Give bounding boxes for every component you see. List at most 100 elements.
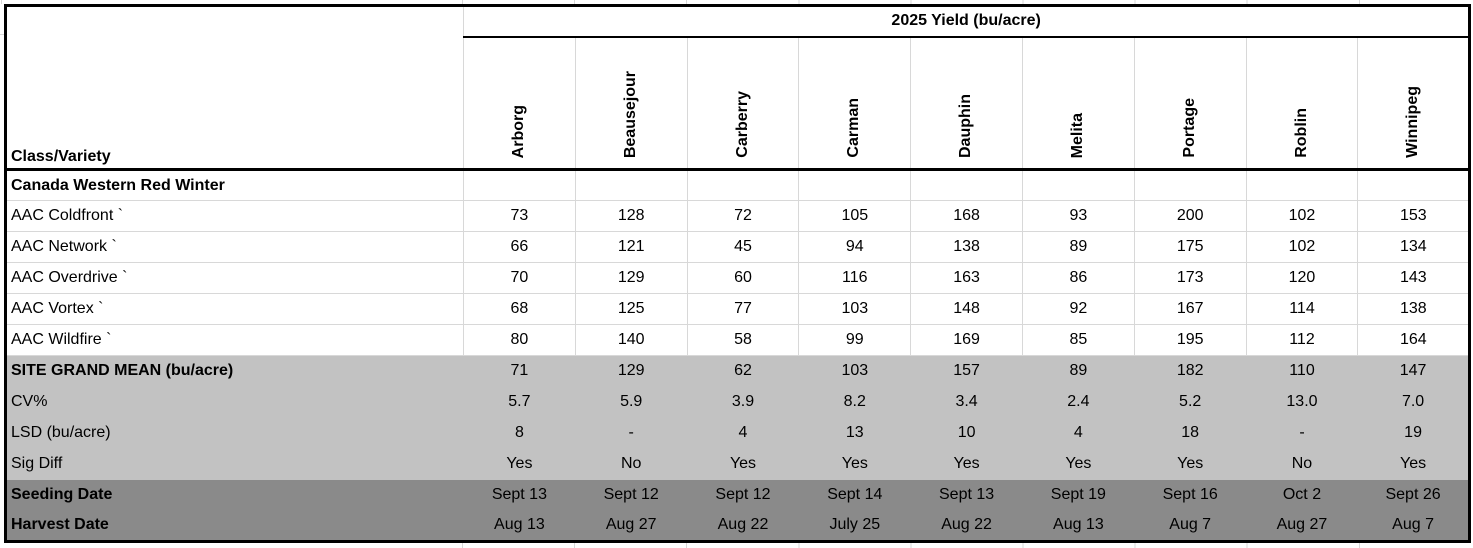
cell: Aug 7 — [1357, 510, 1470, 542]
cell: 60 — [686, 262, 800, 294]
cell: Yes — [798, 448, 911, 480]
row-label: CV% — [5, 386, 464, 418]
yield-table: Class/Variety 2025 Yield (bu/acre) Arbor… — [4, 4, 1472, 543]
cell: Aug 27 — [1246, 510, 1358, 542]
cell: 153 — [1357, 200, 1471, 232]
cell: Sept 14 — [798, 479, 911, 511]
cell: Sept 13 — [463, 479, 576, 511]
cell: Yes — [687, 448, 799, 480]
cell: 5.2 — [1134, 386, 1247, 418]
table-row: AAC Overdrive ` 70 129 60 116 163 86 173 120 143 — [5, 262, 1471, 294]
cell: 62 — [687, 355, 799, 387]
row-label: Sig Diff — [5, 448, 464, 480]
column-header-label: Carberry — [733, 91, 751, 158]
cell: Aug 22 — [910, 510, 1023, 542]
table-row: LSD (bu/acre) 8-4 13 10 4 18-19 — [5, 417, 1470, 449]
cell: 92 — [1021, 293, 1135, 325]
cell: Yes — [910, 448, 1023, 480]
cell: 89 — [1021, 231, 1135, 263]
site-header-row: Arborg Beausejour Carberry Carman Dauphin Mel… — [6, 36, 1470, 171]
cell: 138 — [1357, 293, 1471, 325]
cell: 129 — [574, 262, 688, 294]
gridline-stub-left — [0, 34, 4, 35]
cell: 102 — [1245, 200, 1359, 232]
cell: 114 — [1245, 293, 1359, 325]
table-row: AAC Network ` 66 121 45 94 138 89 175 102 134 — [5, 231, 1471, 263]
cell: Sept 26 — [1357, 479, 1470, 511]
cell: 13 — [798, 417, 911, 449]
column-header-label: Portage — [1180, 98, 1198, 158]
column-header-carberry: Carberry — [686, 36, 799, 171]
cell: 116 — [798, 262, 912, 294]
cell: Yes — [1134, 448, 1247, 480]
column-header-dauphin: Dauphin — [910, 36, 1023, 171]
cell: 163 — [910, 262, 1023, 294]
title-row: Class/Variety 2025 Yield (bu/acre) — [5, 5, 1470, 171]
cell: 120 — [1245, 262, 1359, 294]
cell: 195 — [1133, 324, 1247, 356]
cell: 5.9 — [575, 386, 688, 418]
column-header-label: Melita — [1068, 112, 1086, 158]
cell: 70 — [463, 262, 576, 294]
cell: 3.9 — [687, 386, 799, 418]
row-label: Canada Western Red Winter — [5, 169, 464, 201]
cell: No — [575, 448, 688, 480]
cell: 128 — [574, 200, 688, 232]
gridline-stubs-top — [462, 0, 1469, 4]
cell — [1357, 169, 1471, 201]
cell — [910, 169, 1023, 201]
cell: 110 — [1246, 355, 1358, 387]
cell: Sept 19 — [1022, 479, 1135, 511]
cell: Aug 27 — [575, 510, 688, 542]
cell: July 25 — [798, 510, 911, 542]
cell: 112 — [1245, 324, 1359, 356]
cell: 148 — [910, 293, 1023, 325]
cell: Yes — [1022, 448, 1135, 480]
cell: Yes — [463, 448, 576, 480]
table-row: AAC Coldfront ` 73 128 72 105 168 93 200 102 153 — [5, 200, 1471, 232]
cell: 89 — [1022, 355, 1135, 387]
cell: - — [575, 417, 688, 449]
cell — [1245, 169, 1359, 201]
cell: 173 — [1133, 262, 1247, 294]
cell: 10 — [910, 417, 1023, 449]
column-header-label: Roblin — [1292, 108, 1310, 158]
table-row: SITE GRAND MEAN (bu/acre) 71 129 62 103 157 89… — [5, 355, 1470, 387]
row-label: LSD (bu/acre) — [5, 417, 464, 449]
cell: 167 — [1133, 293, 1247, 325]
row-label: Seeding Date — [5, 479, 464, 511]
cell: Sept 16 — [1134, 479, 1247, 511]
cell: 5.7 — [463, 386, 576, 418]
cell: 121 — [574, 231, 688, 263]
cell: 71 — [463, 355, 576, 387]
cell: Sept 13 — [910, 479, 1023, 511]
cell: 168 — [910, 200, 1023, 232]
column-header-label: Carman — [845, 98, 863, 158]
cell: 94 — [798, 231, 912, 263]
cell — [574, 169, 688, 201]
column-header-label: Winnipeg — [1403, 86, 1421, 158]
cell: Yes — [1357, 448, 1470, 480]
cell: 45 — [686, 231, 800, 263]
cell: 157 — [910, 355, 1023, 387]
cell: 80 — [463, 324, 576, 356]
row-label: AAC Wildfire ` — [5, 324, 464, 356]
cell: 4 — [1022, 417, 1135, 449]
cell: 58 — [686, 324, 800, 356]
cell: Aug 22 — [687, 510, 799, 542]
cell: 66 — [463, 231, 576, 263]
column-header-portage: Portage — [1133, 36, 1247, 171]
cell: 103 — [798, 293, 912, 325]
row-label: Harvest Date — [5, 510, 464, 542]
table-row: CV% 5.7 5.9 3.9 8.2 3.4 2.4 5.2 13.0 7.0 — [5, 386, 1470, 418]
table-row: Seeding Date Sept 13 Sept 12 Sept 12 Sept 14… — [5, 479, 1470, 511]
corner-header-class-variety: Class/Variety — [5, 5, 464, 171]
column-header-label: Dauphin — [957, 94, 975, 158]
table-row: Sig Diff Yes No Yes Yes Yes Yes Yes No Yes — [5, 448, 1470, 480]
cell — [463, 169, 576, 201]
cell: 125 — [574, 293, 688, 325]
cell: Oct 2 — [1246, 479, 1358, 511]
gridline-stub-topleft — [1, 0, 2, 4]
cell: 19 — [1357, 417, 1470, 449]
table-row: Harvest Date Aug 13 Aug 27 Aug 22 July 25 Aug… — [5, 510, 1470, 542]
